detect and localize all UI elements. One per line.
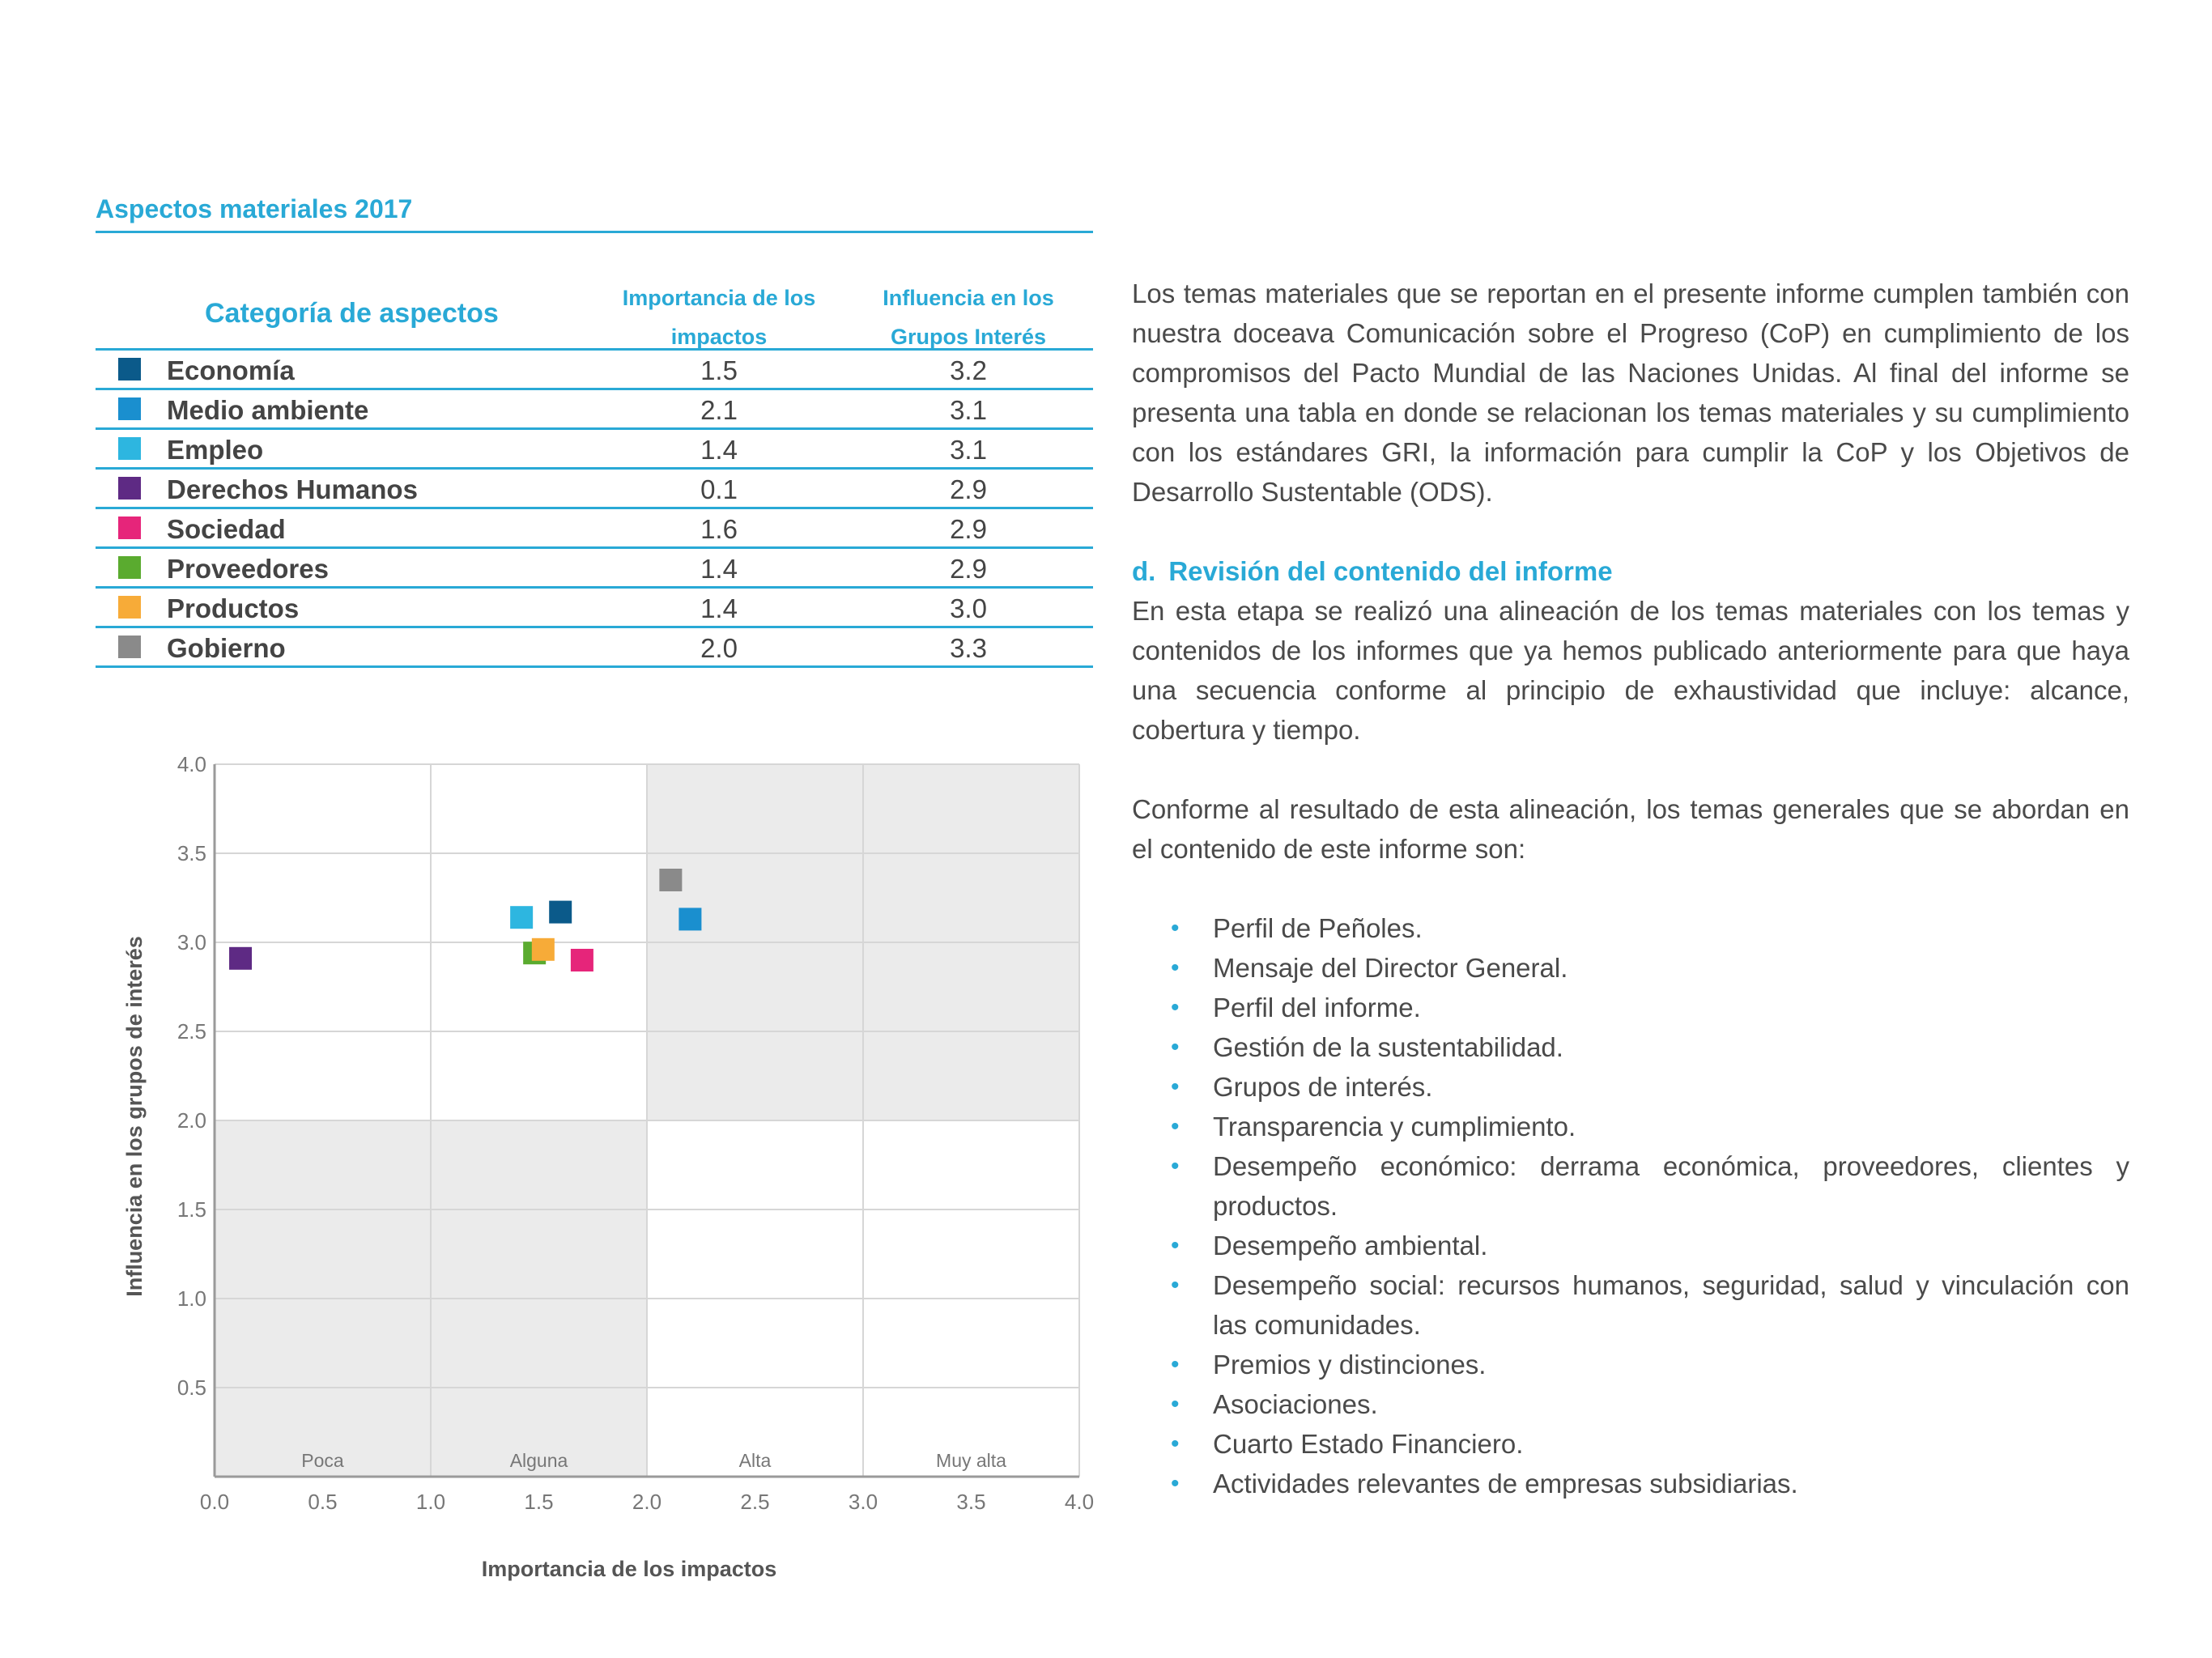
table-row: Proveedores 1.4 2.9 — [96, 549, 1093, 589]
importance-value: 1.4 — [700, 435, 738, 465]
header-influence: Influencia en los Grupos Interés — [883, 286, 1054, 349]
result-paragraph: Conforme al resultado de esta alineación… — [1132, 794, 2129, 864]
influence-value: 2.9 — [950, 554, 987, 584]
category-label: Medio ambiente — [167, 395, 369, 425]
x-tick-label: 1.5 — [524, 1490, 553, 1514]
topic-item: Grupos de interés. — [1171, 1067, 2129, 1107]
category-label: Empleo — [167, 435, 264, 465]
zone-label: Alta — [739, 1450, 772, 1471]
data-point — [659, 869, 683, 891]
body-text-column: Los temas materiales que se reportan en … — [1132, 274, 2129, 1503]
x-tick-label: 1.0 — [416, 1490, 445, 1514]
influence-value: 3.3 — [950, 633, 987, 663]
category-swatch — [118, 397, 141, 420]
category-swatch — [118, 437, 141, 460]
influence-value: 3.0 — [950, 593, 987, 623]
category-label: Productos — [167, 593, 300, 623]
category-label: Proveedores — [167, 554, 329, 584]
topics-list: Perfil de Peñoles.Mensaje del Director G… — [1132, 908, 2129, 1503]
y-tick-label: 4.0 — [177, 752, 206, 776]
zone-label: Alguna — [510, 1450, 568, 1471]
topic-item: Asociaciones. — [1171, 1384, 2129, 1424]
data-point — [229, 946, 253, 970]
y-tick-label: 2.0 — [177, 1108, 206, 1133]
data-point — [678, 908, 702, 931]
importance-value: 2.1 — [700, 395, 738, 425]
data-point — [510, 906, 534, 929]
topic-item: Premios y distinciones. — [1171, 1345, 2129, 1384]
x-tick-label: 4.0 — [1065, 1490, 1094, 1514]
importance-value: 0.1 — [700, 474, 738, 504]
review-paragraph: En esta etapa se realizó una alineación … — [1132, 596, 2129, 745]
importance-value: 1.5 — [700, 355, 738, 385]
topic-item: Mensaje del Director General. — [1171, 948, 2129, 988]
importance-value: 1.4 — [700, 593, 738, 623]
x-tick-label: 2.0 — [632, 1490, 661, 1514]
table-body: Economía 1.5 3.2 Medio ambiente 2.1 3.1 Empleo… — [96, 351, 1093, 668]
y-tick-label: 3.0 — [177, 930, 206, 954]
data-point — [549, 900, 572, 924]
category-swatch — [118, 477, 141, 500]
table-row: Sociedad 1.6 2.9 — [96, 509, 1093, 549]
category-swatch — [118, 636, 141, 658]
x-tick-label: 3.5 — [956, 1490, 985, 1514]
x-tick-label: 0.5 — [308, 1490, 337, 1514]
table-row: Productos 1.4 3.0 — [96, 589, 1093, 628]
section-title: Aspectos materiales 2017 — [96, 194, 1093, 233]
x-tick-label: 2.5 — [740, 1490, 769, 1514]
materiality-table: Categoría de aspectos Importancia de los… — [96, 274, 1093, 668]
topic-item: Transparencia y cumplimiento. — [1171, 1107, 2129, 1146]
section-d-heading: d. Revisión del contenido del informe — [1132, 551, 2129, 591]
topic-item: Desempeño económico: derrama económica, … — [1171, 1146, 2129, 1226]
category-swatch — [118, 596, 141, 619]
table-row: Gobierno 2.0 3.3 — [96, 628, 1093, 668]
topic-item: Gestión de la sustentabilidad. — [1171, 1027, 2129, 1067]
data-point — [570, 949, 593, 971]
category-swatch — [118, 517, 141, 539]
x-tick-label: 0.0 — [200, 1490, 229, 1514]
y-tick-label: 0.5 — [177, 1375, 206, 1400]
topic-item: Actividades relevantes de empresas subsi… — [1171, 1464, 2129, 1503]
data-point — [531, 937, 555, 961]
materiality-scatter-chart: 0.0 0.5 1.0 1.5 2.0 2.5 3.0 3.5 4.0 0.5 1.0 1.5 2.0 2… — [122, 752, 1094, 1581]
influence-value: 2.9 — [950, 474, 987, 504]
importance-value: 1.4 — [700, 554, 738, 584]
zone-label: Muy alta — [936, 1450, 1006, 1471]
influence-value: 3.1 — [950, 395, 987, 425]
topic-item: Perfil de Peñoles. — [1171, 908, 2129, 948]
category-swatch — [118, 556, 141, 579]
category-swatch — [118, 358, 141, 380]
section-d-letter: d. — [1132, 556, 1156, 586]
table-row: Medio ambiente 2.1 3.1 — [96, 390, 1093, 430]
y-tick-label: 3.5 — [177, 841, 206, 865]
topic-item: Perfil del informe. — [1171, 988, 2129, 1027]
table-row: Derechos Humanos 0.1 2.9 — [96, 470, 1093, 509]
table-header: Categoría de aspectos Importancia de los… — [96, 274, 1093, 351]
y-tick-label: 1.0 — [177, 1286, 206, 1311]
topic-item: Cuarto Estado Financiero. — [1171, 1424, 2129, 1464]
y-tick-label: 2.5 — [177, 1019, 206, 1044]
y-axis-title: Influencia en los grupos de interés — [122, 936, 147, 1297]
intro-paragraph: Los temas materiales que se reportan en … — [1132, 278, 2129, 507]
category-label: Derechos Humanos — [167, 474, 418, 504]
x-axis-title: Importancia de los impactos — [482, 1557, 777, 1581]
section-d-title: Revisión del contenido del informe — [1168, 556, 1613, 586]
category-label: Gobierno — [167, 633, 286, 663]
importance-value: 2.0 — [700, 633, 738, 663]
table-row: Economía 1.5 3.2 — [96, 351, 1093, 390]
y-tick-label: 1.5 — [177, 1197, 206, 1222]
x-tick-label: 3.0 — [849, 1490, 878, 1514]
category-label: Economía — [167, 355, 295, 385]
influence-value: 3.1 — [950, 435, 987, 465]
importance-value: 1.6 — [700, 514, 738, 544]
table-row: Empleo 1.4 3.1 — [96, 430, 1093, 470]
topic-item: Desempeño ambiental. — [1171, 1226, 2129, 1265]
category-label: Sociedad — [167, 514, 286, 544]
topic-item: Desempeño social: recursos humanos, segu… — [1171, 1265, 2129, 1345]
zone-label: Poca — [301, 1450, 344, 1471]
header-importance: Importancia de los impactos — [622, 286, 816, 349]
header-category: Categoría de aspectos — [205, 298, 499, 329]
influence-value: 2.9 — [950, 514, 987, 544]
influence-value: 3.2 — [950, 355, 987, 385]
